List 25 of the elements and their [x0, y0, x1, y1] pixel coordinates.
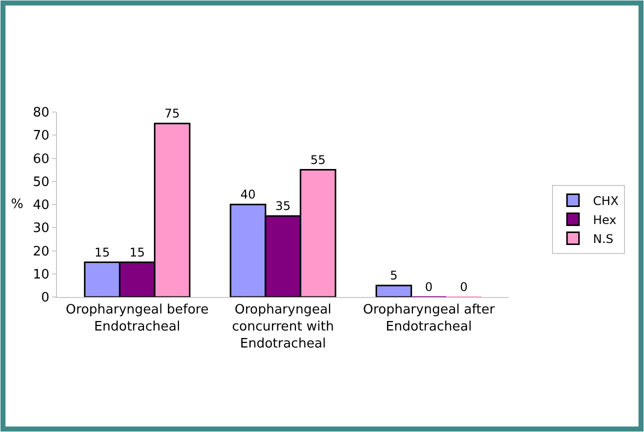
y-tick-label: 60	[32, 152, 50, 167]
y-tick-label: 40	[32, 198, 50, 214]
data-label: 0	[424, 280, 433, 294]
data-label: 55	[310, 152, 326, 167]
y-tick-label: 80	[32, 106, 50, 121]
legend-label: Hex	[593, 212, 616, 227]
y-tick-label: 50	[32, 174, 50, 190]
data-label: 15	[130, 245, 145, 260]
data-label: 5	[390, 268, 398, 282]
y-tick-label: 70	[32, 128, 50, 144]
data-label: 75	[164, 106, 180, 121]
x-tick-label: Oropharyngeal after Endotracheal	[362, 302, 496, 334]
y-tick-label: 10	[32, 267, 50, 282]
y-axis-title: %	[11, 197, 24, 212]
legend-label: N.S	[593, 232, 614, 246]
data-label: 0	[460, 280, 468, 294]
x-tick-label: Oropharyngeal before Endotracheal	[66, 302, 209, 334]
data-label: 40	[240, 188, 256, 202]
legend-label: CHX	[593, 194, 619, 208]
y-tick-label: 0	[41, 290, 50, 306]
x-tick-label: Oropharyngeal concurrent with Endotracheal	[232, 302, 334, 352]
y-tick-label: 20	[32, 244, 50, 260]
data-label: 35	[275, 199, 291, 214]
y-tick-label: 30	[32, 221, 50, 236]
data-label: 15	[94, 245, 110, 260]
